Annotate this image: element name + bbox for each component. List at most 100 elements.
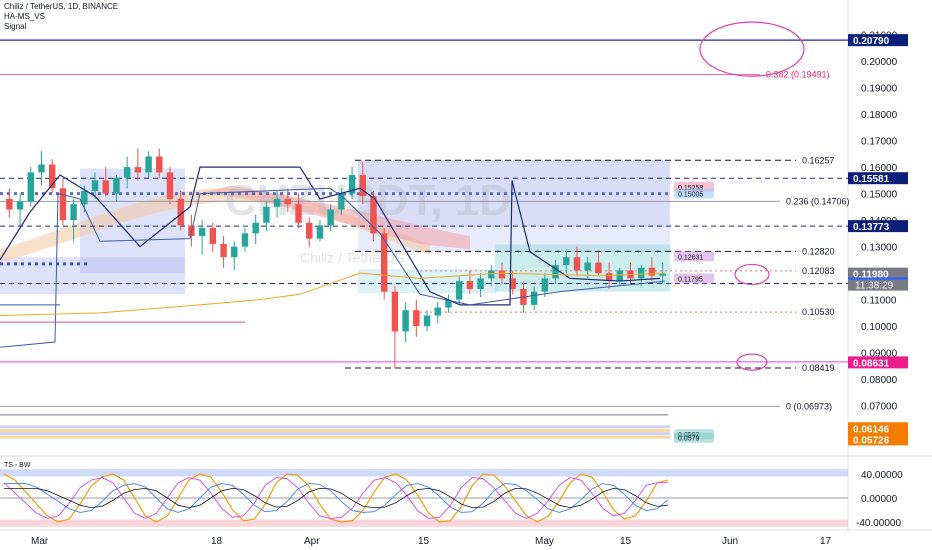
time-tick-label: 18: [211, 536, 223, 547]
candles-group: [6, 148, 666, 369]
price-box: [848, 267, 908, 280]
candle-body: [584, 262, 591, 271]
price-tick-label: 0.11000: [861, 296, 897, 307]
osc-tick-label: 40.00000: [861, 470, 903, 481]
candle-body: [359, 175, 366, 197]
candle-body: [380, 233, 388, 292]
time-tick-label: 17: [820, 536, 832, 547]
time-tick-label: 15: [620, 536, 632, 547]
time-tick-label: May: [535, 536, 554, 547]
level-line-label: 0.236 (0.14706): [786, 196, 850, 206]
candle-body: [445, 299, 452, 308]
countdown-label: 11:38:29: [855, 281, 894, 292]
candle-body: [48, 164, 56, 189]
countdown-box: [848, 279, 908, 291]
price-box-label: 0.06146: [853, 424, 890, 435]
candle-body: [659, 273, 666, 276]
watermark-name: Chiliz / TetherUS: [300, 250, 404, 266]
time-tick-label: 15: [418, 536, 430, 547]
candle-body: [27, 172, 34, 202]
candle-body: [220, 243, 227, 258]
candle-body: [306, 222, 313, 239]
level-line-label: 0.12820: [802, 246, 835, 256]
osc-signal-line: [4, 487, 669, 509]
osc-overbought-band: [0, 469, 848, 477]
level-line-label: 0 (0.06973): [786, 401, 832, 411]
band-stripe: [0, 429, 670, 433]
indicator-label-2: Signal: [4, 22, 27, 31]
level-line-label: 0.08419: [802, 363, 835, 373]
support-line: [0, 187, 666, 348]
candle-body: [348, 175, 356, 194]
level-line-label: 0.382 (0.19491): [766, 70, 830, 80]
annotation-ellipse-low: [736, 353, 768, 371]
candle-body: [434, 307, 441, 316]
small-price-tag-label: 0.15258: [678, 185, 703, 192]
price-tick-label: 0.10000: [861, 322, 898, 333]
price-box-label: 0.13773: [853, 222, 890, 233]
small-price-tag-label: 0.15005: [678, 191, 703, 198]
candle-body: [552, 265, 559, 279]
price-tick-label: 0.15000: [861, 190, 898, 201]
candle-body: [16, 201, 24, 210]
price-tick-label: 0.07000: [861, 402, 898, 413]
candle-body: [123, 167, 131, 178]
candle-body: [370, 196, 377, 234]
candle-body: [284, 198, 292, 205]
annotation-ellipse-mid: [734, 263, 770, 286]
osc-oversold-band: [0, 519, 848, 527]
orange-ma-line: [0, 272, 666, 317]
time-tick-label: Jun: [722, 536, 738, 547]
time-tick-label: Apr: [304, 536, 320, 547]
price-box-label: 0.05726: [853, 435, 890, 446]
candle-body: [498, 270, 506, 279]
price-tick-label: 0.19000: [861, 84, 898, 95]
candle-body: [38, 164, 45, 173]
candle-body: [595, 262, 602, 274]
candle-body: [198, 228, 206, 236]
small-price-tag: [674, 188, 714, 199]
price-box: [848, 356, 908, 369]
candle-body: [102, 180, 109, 194]
level-line-label: 0.12083: [802, 266, 835, 276]
level-line-label: 0.10530: [802, 307, 835, 317]
price-box: [848, 172, 908, 185]
candle-body: [134, 167, 142, 173]
price-box: [848, 34, 908, 47]
candle-body: [455, 281, 463, 300]
price-tick-label: 0.17000: [861, 137, 898, 148]
left-zone-box: [0, 257, 185, 295]
candle-body: [466, 281, 474, 290]
small-price-tag: [674, 273, 714, 284]
price-box-label: 0.20790: [853, 36, 890, 47]
osc-blue-line: [4, 483, 669, 513]
candle-body: [391, 291, 399, 332]
price-tick-label: 0.08000: [861, 375, 898, 386]
osc-magenta-line: [3, 477, 668, 519]
band-stripe: [0, 435, 670, 439]
candle-body: [59, 188, 67, 221]
candle-body: [177, 198, 184, 226]
price-tick-label: 0.20000: [861, 57, 898, 68]
price-tick-label: 0.16000: [861, 163, 898, 174]
candle-body: [252, 222, 259, 234]
candle-body: [413, 310, 420, 327]
small-price-tag-label: 0.11795: [678, 277, 703, 284]
candle-body: [81, 190, 88, 205]
band-stripe: [0, 425, 670, 429]
candle-body: [616, 270, 624, 282]
watermark-symbol: CHZUSDT, 1D: [225, 176, 511, 225]
candle-body: [145, 156, 152, 173]
candle-body: [605, 273, 613, 282]
price-tick-label: 0.13000: [861, 243, 898, 254]
candle-body: [509, 278, 516, 290]
small-price-tag: [674, 432, 714, 443]
osc-tick-label: -40.00000: [856, 518, 901, 529]
candle-body: [6, 198, 13, 210]
candle-body: [263, 206, 270, 223]
small-price-tag-label: 0.0579: [678, 436, 700, 443]
band-stripe: [0, 432, 670, 436]
trend-step-line: [0, 166, 661, 306]
